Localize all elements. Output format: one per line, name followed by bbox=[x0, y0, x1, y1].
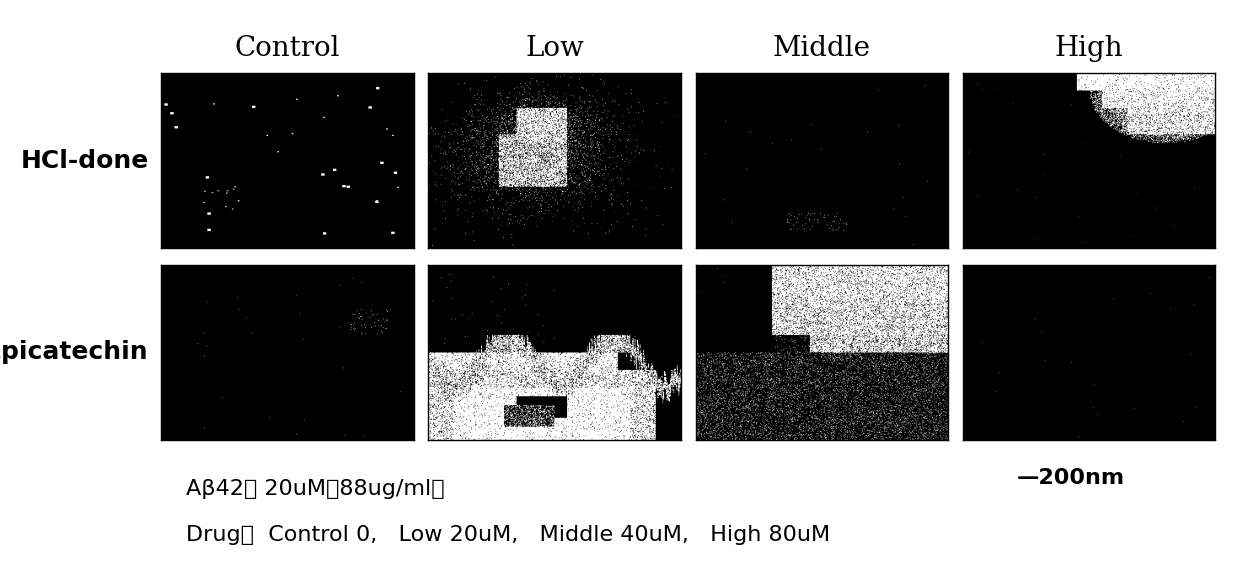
Text: Epicatechin: Epicatechin bbox=[0, 341, 149, 364]
Text: Aβ42： 20uM（88ug/ml）: Aβ42： 20uM（88ug/ml） bbox=[186, 479, 445, 499]
Text: —200nm: —200nm bbox=[1017, 468, 1125, 488]
Text: Low: Low bbox=[526, 35, 584, 62]
Text: Control: Control bbox=[234, 35, 340, 62]
Text: HCl-done: HCl-done bbox=[21, 149, 149, 173]
Text: Middle: Middle bbox=[773, 35, 870, 62]
Text: Drug，  Control 0,   Low 20uM,   Middle 40uM,   High 80uM: Drug， Control 0, Low 20uM, Middle 40uM, … bbox=[186, 525, 830, 544]
Text: High: High bbox=[1055, 35, 1123, 62]
